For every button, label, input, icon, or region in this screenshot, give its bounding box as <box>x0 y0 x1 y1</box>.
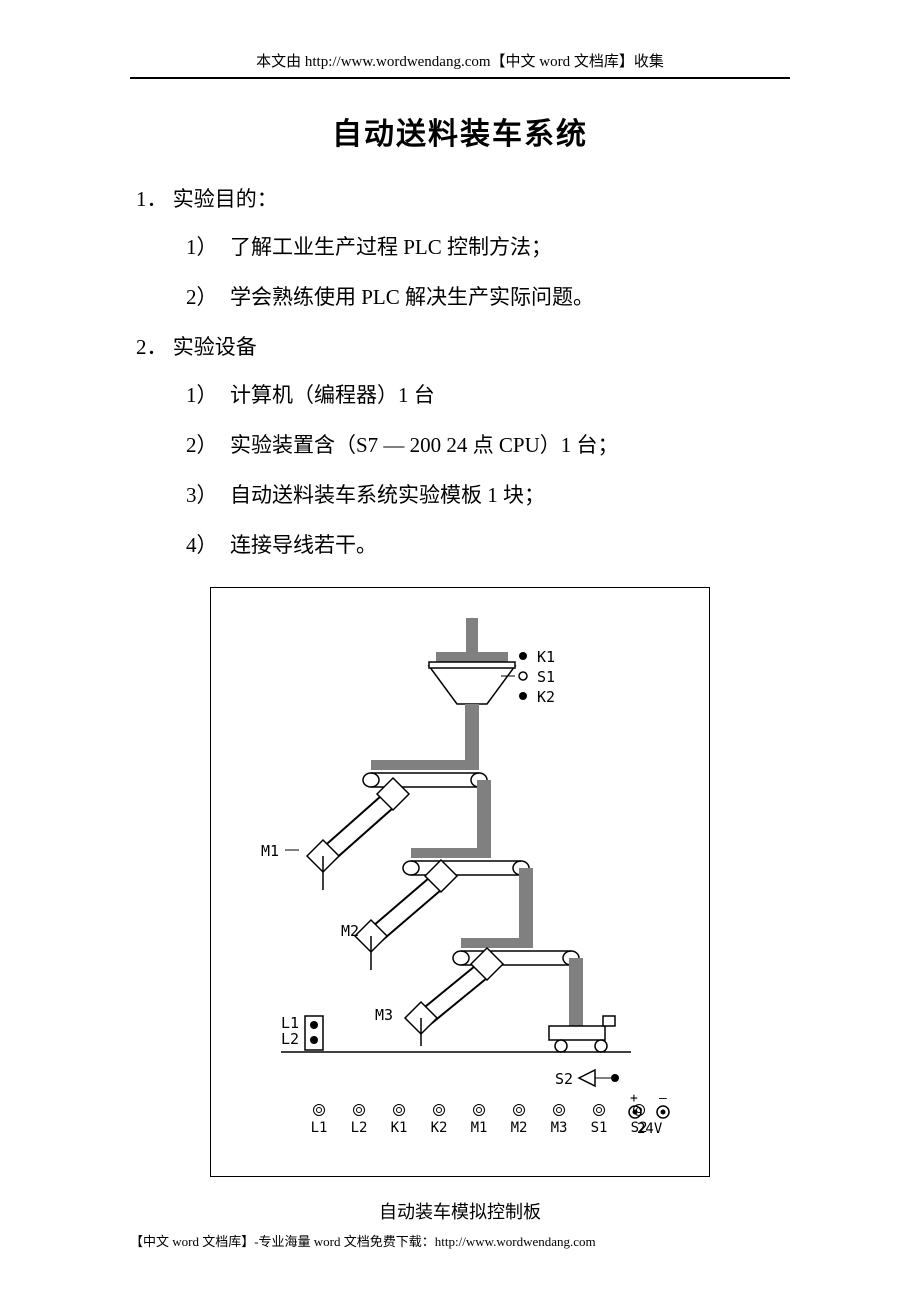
item-number: 3） <box>186 479 230 509</box>
label-s2: S2 <box>555 1070 573 1088</box>
terminal-s1: S1 <box>579 1104 619 1136</box>
document-title: 自动送料装车系统 <box>130 109 790 153</box>
label-k2: K2 <box>537 688 555 706</box>
item-number: 4） <box>186 529 230 559</box>
terminal-m3: M3 <box>539 1104 579 1136</box>
label-m3: M3 <box>375 1006 393 1024</box>
section-1-heading: 1． 实验目的： <box>130 183 790 213</box>
item-number: 1） <box>186 231 230 261</box>
label-m2: M2 <box>341 922 359 940</box>
label-s1: S1 <box>537 668 555 686</box>
terminal-m1: M1 <box>459 1104 499 1136</box>
item-text: 自动送料装车系统实验模板 1 块； <box>230 483 545 507</box>
item-text: 连接导线若干。 <box>230 533 377 557</box>
label-l2: L2 <box>281 1030 299 1048</box>
item-text: 学会熟练使用 PLC 解决生产实际问题。 <box>230 285 594 309</box>
list-item: 1）计算机（编程器）1 台 <box>130 379 790 409</box>
list-item: 3）自动送料装车系统实验模板 1 块； <box>130 479 790 509</box>
item-number: 2） <box>186 281 230 311</box>
terminal-k1: K1 <box>379 1104 419 1136</box>
item-number: 1） <box>186 379 230 409</box>
item-number: 2） <box>186 429 230 459</box>
list-item: 2）学会熟练使用 PLC 解决生产实际问题。 <box>130 281 790 311</box>
terminal-row: L1L2K1K2M1M2M3S1S2 <box>279 1104 679 1136</box>
list-item: 2）实验装置含（S7 — 200 24 点 CPU）1 台； <box>130 429 790 459</box>
label-k1: K1 <box>537 648 555 666</box>
terminal-l1: L1 <box>299 1104 339 1136</box>
item-text: 了解工业生产过程 PLC 控制方法； <box>230 235 552 259</box>
list-item: 1）了解工业生产过程 PLC 控制方法； <box>130 231 790 261</box>
list-item: 4）连接导线若干。 <box>130 529 790 559</box>
terminal-s2: S2 <box>619 1104 659 1136</box>
item-text: 实验装置含（S7 — 200 24 点 CPU）1 台； <box>230 433 619 457</box>
terminal-k2: K2 <box>419 1104 459 1136</box>
footer-text: 【中文 word 文档库】-专业海量 word 文档免费下载：http://ww… <box>130 1231 596 1250</box>
figure-caption: 自动装车模拟控制板 <box>130 1198 790 1224</box>
terminal-l2: L2 <box>339 1104 379 1136</box>
label-m1: M1 <box>261 842 279 860</box>
item-text: 计算机（编程器）1 台 <box>230 383 435 407</box>
terminal-m2: M2 <box>499 1104 539 1136</box>
header-source: 本文由 http://www.wordwendang.com【中文 word 文… <box>130 50 790 79</box>
diagram-panel: K1 S1 K2 M1 M2 M3 L1 L2 S2 + – 24V L1L2K… <box>210 587 710 1177</box>
section-2-heading: 2． 实验设备 <box>130 331 790 361</box>
diagram-svg <box>211 588 711 1178</box>
